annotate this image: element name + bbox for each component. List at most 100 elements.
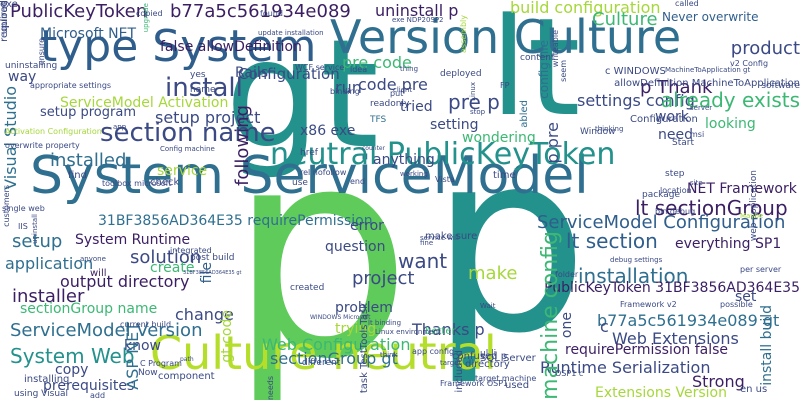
cloud-word: lt sectionGroup	[635, 196, 788, 220]
cloud-word: Framework v2	[620, 300, 677, 309]
cloud-word: client	[393, 86, 413, 94]
cloud-word: prerequisites	[43, 378, 135, 394]
cloud-word: time	[493, 170, 516, 181]
cloud-word: Framework OSP1	[440, 379, 509, 388]
cloud-word: target machine	[475, 374, 537, 383]
cloud-word: Extensions Version	[595, 385, 727, 400]
cloud-word: use	[292, 178, 308, 188]
cloud-word: v2 Config	[730, 59, 769, 68]
cloud-word: target	[440, 359, 462, 367]
cloud-word: Config machine	[160, 145, 215, 153]
cloud-word: installing	[24, 374, 70, 385]
cloud-word: debug settings	[610, 256, 663, 264]
cloud-word: 31BF3856AD364E35 gt	[183, 270, 242, 276]
cloud-word: PublicKeyToken	[10, 1, 148, 22]
cloud-word: install build	[759, 305, 775, 386]
cloud-word: possible	[720, 300, 753, 309]
cloud-word: false allowDefinition	[160, 39, 302, 55]
cloud-word: work	[655, 109, 689, 125]
cloud-word: Configuration	[238, 65, 340, 83]
cloud-word: Web Configuration	[262, 335, 411, 354]
cloud-word: uninstall	[31, 214, 39, 244]
cloud-word: uninstalling	[5, 61, 58, 71]
cloud-word: ensure	[37, 38, 46, 66]
cloud-word: msi	[690, 130, 705, 139]
cloud-word: confused p	[452, 351, 508, 362]
cloud-word: problem	[335, 300, 393, 316]
cloud-word: solution	[130, 247, 202, 268]
cloud-word: TFS	[370, 115, 387, 125]
cloud-word: per server	[740, 265, 782, 274]
cloud-word: project	[352, 268, 415, 289]
cloud-word: integrated	[170, 246, 212, 255]
cloud-word: anything	[373, 152, 435, 168]
cloud-word: found	[260, 9, 283, 18]
cloud-word: sectionGroup gt	[270, 349, 398, 368]
cloud-word: config file	[537, 40, 551, 99]
cloud-word: run	[335, 78, 362, 97]
cloud-word: check	[150, 177, 180, 188]
cloud-word: installed	[50, 150, 127, 171]
cloud-word: lt	[490, 0, 581, 146]
cloud-word: WCF service	[295, 63, 345, 72]
cloud-word: app config	[412, 347, 455, 356]
cloud-word: copy	[55, 362, 89, 378]
cloud-word: type System	[40, 21, 317, 72]
cloud-word: System Web	[10, 344, 135, 368]
cloud-word: abled	[519, 100, 530, 128]
cloud-word: setting	[430, 117, 479, 133]
cloud-word: created	[290, 283, 325, 293]
cloud-word: installer	[12, 286, 85, 307]
cloud-word: package	[642, 190, 680, 200]
cloud-word: Start	[672, 138, 694, 148]
cloud-word: think	[380, 351, 398, 359]
cloud-word: following	[232, 105, 253, 186]
cloud-word: Visual Studio	[1, 86, 20, 190]
cloud-word: Strong	[692, 372, 745, 391]
cloud-word: Vista	[435, 175, 455, 184]
cloud-word: question	[325, 239, 386, 255]
cloud-word: fine	[420, 239, 434, 247]
cloud-word: section name	[100, 118, 276, 148]
cloud-word: application	[5, 254, 94, 273]
cloud-word: p Thank	[640, 77, 713, 98]
cloud-word: lt section	[566, 229, 658, 253]
cloud-word: 31BF3856AD364E35 requirePermission	[98, 213, 373, 229]
cloud-word: ASP NET	[123, 322, 142, 390]
cloud-word: Culture	[592, 9, 658, 30]
cloud-word: Version Culture	[330, 10, 682, 64]
cloud-word: one	[559, 312, 575, 339]
cloud-word: will	[90, 268, 107, 279]
cloud-word: Runtime Serialization	[540, 358, 711, 377]
cloud-word: install	[165, 73, 243, 103]
cloud-word: Thanks p	[412, 320, 485, 339]
cloud-word: stop	[470, 108, 486, 116]
cloud-word: gt	[225, 8, 380, 182]
cloud-word: trying	[335, 321, 377, 337]
cloud-word: setup program	[40, 105, 136, 120]
cloud-word: PublicKeyToken 31BF3856AD364E35	[544, 280, 800, 296]
cloud-word: create	[150, 260, 195, 276]
cloud-word: update installation	[258, 29, 324, 37]
cloud-word: lt binding	[368, 319, 402, 327]
cloud-word: Activation Configuration	[5, 127, 102, 136]
cloud-word: product	[730, 38, 800, 59]
cloud-word: setup	[12, 231, 63, 252]
cloud-word: name	[190, 85, 216, 95]
cloud-word: way	[8, 69, 37, 85]
cloud-word: Maybe	[740, 212, 764, 220]
cloud-word: location	[660, 186, 692, 195]
cloud-word: pre code	[342, 53, 412, 72]
cloud-word: exe	[0, 0, 18, 10]
cloud-word: ServiceModel Configuration	[537, 212, 786, 233]
cloud-word: Linux environment	[375, 328, 441, 336]
cloud-word: Rails	[235, 65, 269, 81]
cloud-word: C Program	[140, 359, 182, 368]
cloud-word: x86 exe	[300, 123, 356, 139]
cloud-word: readonly	[370, 99, 410, 109]
cloud-word: single web	[2, 204, 45, 213]
cloud-word: settings config	[577, 91, 695, 110]
cloud-word: assembly	[459, 15, 468, 53]
cloud-word: href	[300, 148, 318, 158]
